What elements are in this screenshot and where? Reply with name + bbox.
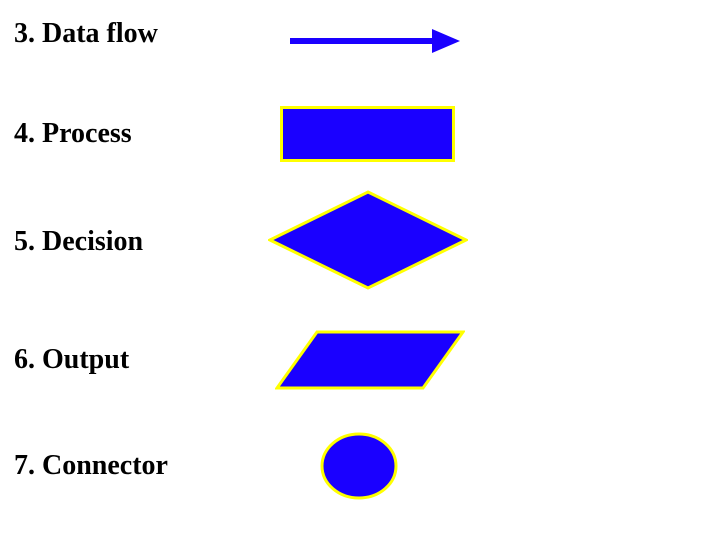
rectangle-icon	[280, 106, 455, 162]
label-process: 4. Process	[0, 118, 132, 150]
arrow-icon	[290, 28, 460, 54]
label-connector: 7. Connector	[0, 450, 168, 482]
ellipse-icon	[320, 432, 398, 500]
diamond-icon	[268, 190, 468, 290]
parallelogram-icon	[275, 330, 465, 390]
label-dataflow: 3. Data flow	[0, 18, 158, 50]
label-decision: 5. Decision	[0, 226, 143, 258]
label-output: 6. Output	[0, 344, 129, 376]
